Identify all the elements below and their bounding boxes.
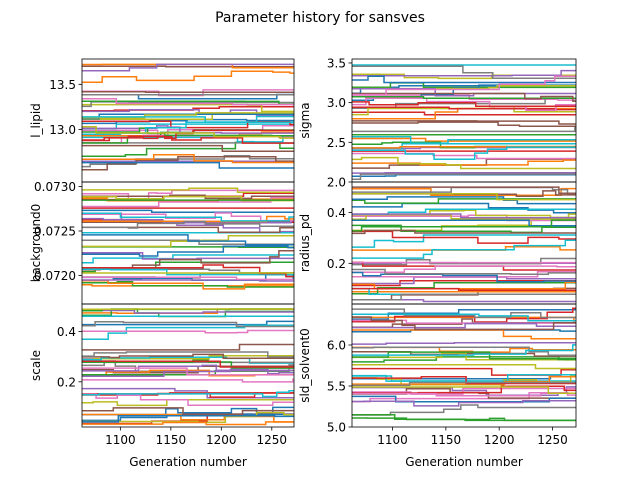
panel-sld-solvent0: 5.0 5.5 6.0 sld_solvent0 1100 1150 1200 1250 Gen… [298,304,576,469]
y-axis-label: sld_solvent0 [298,328,312,403]
x-axis-label: Generation number [405,455,523,469]
series-line-l-lipid-12 [82,71,294,82]
series-line-background0-36 [82,227,294,232]
y-tick-label: 0.4 [57,325,76,339]
y-tick-label: 3.5 [327,56,346,70]
y-tick-label: 0.4 [327,206,346,220]
traces [352,308,576,420]
series-line-sld-solvent0-5 [352,343,576,344]
y-tick-label: 3.0 [327,96,346,110]
x-tick-label: 1100 [377,433,408,447]
y-tick-label: 5.0 [327,421,346,435]
series-line-scale-16 [82,345,294,350]
series-line-sigma-8 [352,127,576,132]
y-tick-label: 5.5 [327,380,346,394]
traces [82,64,294,169]
y-tick-label: 0.2 [327,257,346,271]
y-axis-label: sigma [298,102,312,138]
panel-l-lipid: 13.0 13.5 l_lipid [29,59,294,182]
y-tick-label: 0.2 [57,375,76,389]
traces [352,187,576,301]
traces [82,309,294,425]
y-tick-label: 2.0 [327,176,346,190]
panel-radius-pd: 0.2 0.4 radius_pd [298,182,576,304]
y-axis-label: scale [29,350,43,381]
series-line-radius-pd-40 [352,240,576,258]
traces [82,188,294,289]
series-line-sigma-11 [352,175,576,177]
figure-title: Parameter history for sansves [215,10,425,26]
series-line-scale-7 [82,379,294,382]
panel-sigma: 2.0 2.5 3.0 3.5 sigma [298,56,576,189]
x-tick-label: 1150 [156,433,187,447]
x-tick-label: 1200 [484,433,515,447]
series-line-sigma-31 [352,76,576,82]
x-tick-label: 1250 [537,433,568,447]
series-line-sigma-4 [352,112,576,115]
series-line-l-lipid-6 [82,66,294,67]
series-line-background0-1 [82,210,294,212]
x-axis-label: Generation number [129,455,247,469]
y-tick-label: 6.0 [327,339,346,353]
panels: 13.013.5l_lipid2.02.53.03.5sigma0.07200.… [29,56,576,469]
panel-scale: 0.2 0.4 scale 1100 1150 1200 1250 Generation nu… [29,304,294,469]
y-axis-label: l_lipid [29,103,43,138]
traces [352,65,576,179]
series-line-sigma-32 [352,160,576,165]
y-tick-label: 0.0730 [34,180,76,194]
series-line-scale-10 [82,325,294,339]
y-tick-label: 13.0 [49,123,76,137]
x-tick-label: 1150 [431,433,462,447]
series-line-sld-solvent0-8 [352,405,576,415]
x-tick-label: 1200 [206,433,237,447]
y-axis-label: radius_pd [298,214,312,272]
series-line-l-lipid-36 [82,92,294,93]
x-tick-label: 1100 [105,433,136,447]
series-line-sigma-26 [352,122,576,126]
x-tick-label: 1250 [257,433,288,447]
y-tick-label: 2.5 [327,136,346,150]
y-axis-label: background0 [29,204,43,283]
series-line-sld-solvent0-35 [352,324,576,328]
y-tick-label: 13.5 [49,78,76,92]
